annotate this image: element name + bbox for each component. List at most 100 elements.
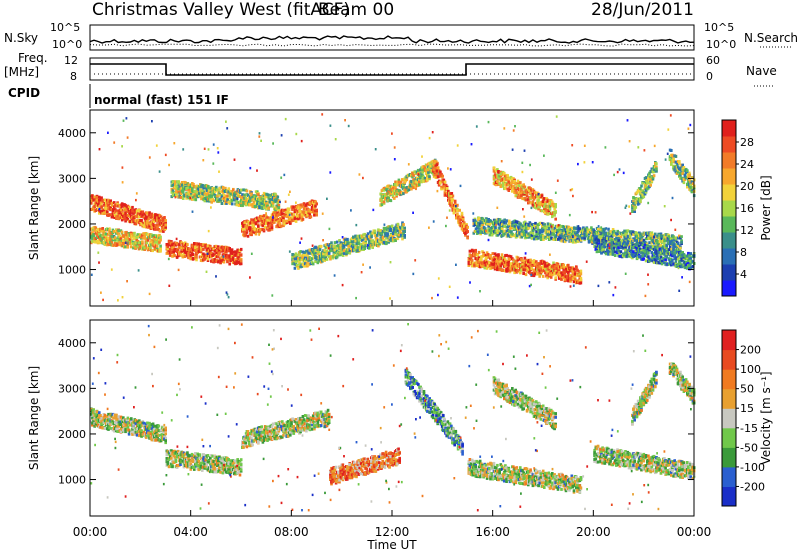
echo-cell: [287, 214, 291, 218]
echo-cell: [165, 243, 169, 246]
echo-cell: [210, 200, 213, 204]
echo-cell: [597, 240, 600, 244]
echo-cell: [474, 248, 477, 252]
echo-cell: [338, 253, 341, 257]
echo-cell: [495, 219, 498, 223]
echo-cell: [107, 214, 110, 217]
cpid-label: CPID: [8, 86, 40, 100]
echo-cell: [231, 256, 235, 260]
echo-cell: [129, 245, 133, 249]
echo-cell: [104, 232, 108, 236]
echo-cell: [507, 254, 511, 258]
echo-cell: [394, 239, 397, 242]
echo-cell: [219, 259, 222, 263]
echo-cell: [472, 261, 475, 265]
echo-cell: [179, 192, 183, 195]
echo-cell: [527, 198, 530, 202]
echo-cell: [526, 235, 529, 239]
echo-cell: [554, 235, 558, 239]
echo-cell: [541, 202, 545, 206]
freq-label: Freq.: [18, 51, 48, 65]
echo-cell: [186, 243, 189, 247]
echo-cell: [151, 242, 154, 246]
echo-cell: [544, 203, 547, 207]
echo-cell: [452, 209, 456, 213]
echo-cell: [108, 243, 111, 247]
echo-cell: [100, 196, 103, 200]
echo-cell: [385, 193, 388, 197]
echo-cell: [134, 245, 137, 249]
echo-cell: [222, 196, 226, 200]
echo-cell: [397, 180, 401, 184]
echo-cell: [484, 258, 488, 262]
echo-cell: [552, 232, 555, 236]
echo-cell: [297, 266, 300, 270]
echo-cell: [520, 235, 524, 239]
echo-cell: [569, 279, 572, 283]
echo-cell: [549, 275, 553, 279]
echo-cell: [268, 228, 272, 232]
echo-cell: [496, 233, 500, 237]
echo-cell: [494, 225, 497, 229]
echo-cell: [521, 259, 524, 263]
echo-cell: [238, 191, 242, 194]
echo-cell: [347, 246, 350, 250]
echo-cell: [299, 210, 302, 213]
echo-cell: [485, 217, 488, 221]
echo-cell: [181, 197, 185, 200]
echo-cell: [92, 198, 95, 202]
noise-panel: [89, 24, 695, 51]
echo-cell: [532, 268, 536, 272]
echo-cell: [104, 203, 108, 207]
echo-cell: [316, 261, 320, 265]
echo-cell: [107, 203, 110, 207]
echo-cell: [537, 196, 540, 200]
echo-cell: [335, 240, 339, 244]
echo-cell: [531, 231, 535, 235]
echo-cell: [389, 234, 393, 238]
echo-cell: [493, 173, 497, 177]
echo-cell: [516, 258, 520, 262]
echo-cell: [330, 241, 333, 245]
echo-cell: [159, 249, 162, 253]
echo-cell: [555, 267, 559, 271]
echo-cell: [230, 202, 234, 206]
echo-cell: [146, 233, 150, 237]
echo-cell: [428, 175, 431, 179]
echo-cell: [515, 266, 519, 269]
echo-cell: [559, 274, 562, 278]
echo-cell: [216, 194, 219, 198]
echo-cell: [522, 268, 525, 272]
echo-cell: [314, 260, 317, 263]
echo-cell: [500, 253, 504, 257]
echo-cell: [382, 239, 386, 242]
echo-cell: [529, 272, 532, 276]
echo-cell: [554, 265, 557, 269]
echo-cell: [310, 257, 314, 261]
nave-tick-bottom: 0: [706, 70, 713, 83]
echo-cell: [560, 277, 563, 281]
echo-cell: [562, 232, 566, 236]
echo-cell: [153, 235, 157, 239]
echo-cell: [102, 229, 106, 233]
echo-cell: [536, 227, 540, 231]
echo-cell: [568, 231, 571, 234]
echo-cell: [192, 183, 195, 186]
echo-cell: [491, 265, 495, 269]
echo-cell: [98, 232, 101, 236]
echo-cell: [201, 189, 204, 193]
echo-cell: [128, 237, 132, 241]
echo-cell: [366, 232, 370, 236]
echo-cell: [440, 172, 443, 176]
echo-cell: [104, 241, 108, 245]
echo-cell: [396, 222, 400, 226]
echo-cell: [314, 204, 317, 208]
echo-cell: [371, 246, 374, 249]
echo-cell: [263, 195, 267, 199]
echo-cell: [530, 266, 533, 270]
echo-cell: [133, 231, 136, 235]
echo-cell: [131, 209, 134, 213]
echo-cell: [450, 192, 454, 195]
echo-cell: [133, 236, 136, 240]
echo-cell: [579, 238, 583, 242]
